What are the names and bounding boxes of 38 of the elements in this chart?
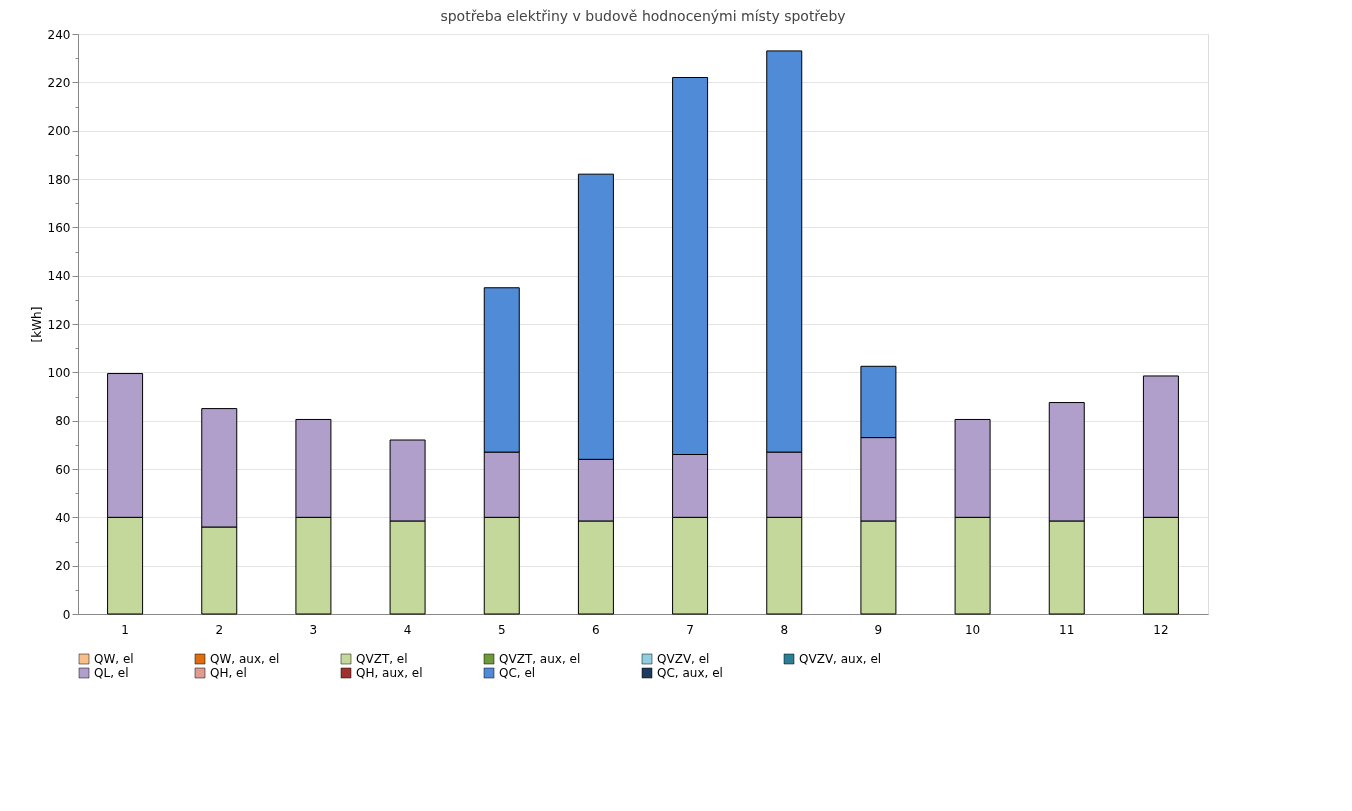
x-tick-label: 4 <box>403 622 412 637</box>
x-tick-label: 11 <box>1059 622 1075 637</box>
y-axis-title: [kWh] <box>29 306 44 343</box>
legend-label: QVZV, el <box>657 652 710 666</box>
legend-label: QH, el <box>210 666 247 680</box>
x-tick-label: 5 <box>497 622 506 637</box>
legend-label: QVZT, el <box>356 652 408 666</box>
y-tick-label: 200 <box>47 124 71 139</box>
legend-label: QVZV, aux, el <box>799 652 882 666</box>
y-tick-label: 100 <box>47 365 71 380</box>
x-tick-label: 9 <box>874 622 883 637</box>
y-tick-label: 0 <box>62 607 71 622</box>
x-tick-label: 1 <box>121 622 129 637</box>
legend-label: QW, el <box>94 652 134 666</box>
x-tick-label: 8 <box>780 622 789 637</box>
y-tick-label: 120 <box>47 317 71 332</box>
legend-label: QW, aux, el <box>210 652 280 666</box>
y-tick-label: 20 <box>55 559 71 574</box>
y-tick-label: 80 <box>55 414 71 429</box>
y-tick-label: 220 <box>47 75 71 90</box>
y-tick-label: 60 <box>55 462 71 477</box>
legend-label: QH, aux, el <box>356 666 423 680</box>
y-tick-label: 180 <box>47 172 71 187</box>
x-tick-label: 7 <box>686 622 694 637</box>
y-tick-label: 140 <box>47 269 71 284</box>
x-tick-label: 2 <box>215 622 224 637</box>
x-tick-label: 10 <box>964 622 981 637</box>
y-tick-label: 40 <box>55 510 71 525</box>
x-tick-label: 12 <box>1153 622 1169 637</box>
x-tick-label: 6 <box>592 622 600 637</box>
y-tick-label: 240 <box>47 27 71 42</box>
legend-label: QL, el <box>94 666 129 680</box>
x-tick-label: 3 <box>309 622 318 637</box>
legend-label: QVZT, aux, el <box>499 652 581 666</box>
chart-title: spotřeba elektřiny v budově hodnocenými místy spotřeby <box>440 8 846 24</box>
y-tick-label: 160 <box>47 220 71 235</box>
legend-label: QC, el <box>499 666 536 680</box>
legend-label: QC, aux, el <box>657 666 723 680</box>
